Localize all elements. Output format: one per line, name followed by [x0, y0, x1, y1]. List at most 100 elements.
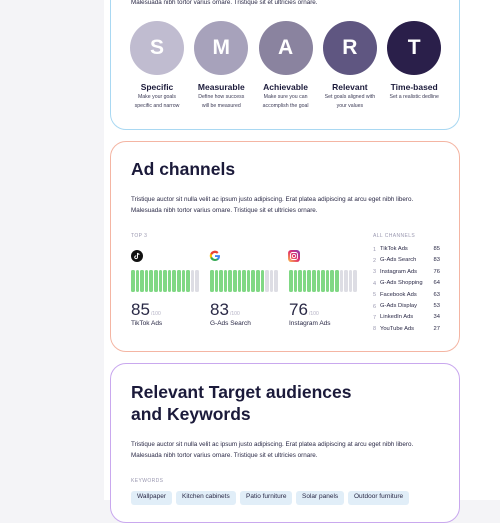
- bar-segment: [210, 270, 214, 292]
- tiktok-icon: [131, 250, 143, 262]
- smart-desc: Make sure you can: [263, 94, 308, 100]
- channel-name: G-Ads Display: [380, 303, 418, 309]
- bar-segment: [219, 270, 223, 292]
- channel-name: YouTube Ads: [380, 325, 415, 332]
- smart-circle: R: [322, 21, 377, 75]
- bar-segment: [293, 270, 298, 292]
- smart-desc: will be measured: [201, 102, 241, 109]
- score-bar: [289, 270, 357, 292]
- smart-circle: M: [194, 21, 249, 75]
- bar-segment: [140, 270, 144, 292]
- bar-segment: [149, 270, 153, 292]
- smart-desc: Set goals aligned with: [324, 94, 376, 100]
- channel-name: Instagram Ads: [380, 268, 418, 275]
- channel-name: TikTok Ads: [380, 246, 408, 252]
- bar-segment: [265, 270, 269, 292]
- section-label: ALL CHANNELS: [373, 233, 416, 239]
- section-label: TOP 3: [131, 233, 148, 239]
- smart-desc: your values: [336, 102, 364, 109]
- smart-title: Specific: [140, 82, 174, 92]
- channel-rank: 3: [373, 269, 377, 276]
- smart-desc: Make your goals: [137, 94, 177, 100]
- bar-segment: [339, 270, 344, 292]
- bar-segment: [344, 270, 348, 292]
- smart-circle: T: [387, 21, 442, 75]
- ad-channels-card: [110, 141, 460, 352]
- bar-segment: [242, 270, 246, 292]
- bar-segment: [232, 270, 237, 292]
- channel-name: G-Ads Shopping: [380, 280, 423, 287]
- bar-segment: [228, 270, 232, 292]
- channel-name: LinkedIn Ads: [380, 314, 414, 321]
- channel-rank: 6: [373, 303, 377, 310]
- channel-name: Instagram Ads: [289, 320, 331, 327]
- channel-rank: 2: [373, 257, 377, 264]
- channel-name: G-Ads Search: [210, 320, 251, 327]
- sidebar: [0, 0, 104, 500]
- channel-score: 53: [433, 303, 440, 309]
- channel-score: 76: [433, 268, 440, 275]
- paragraph-line: Tristique auctor sit nulla velit ac ipsu…: [131, 196, 414, 203]
- score-value: 83: [210, 300, 229, 319]
- channel-score: 64: [433, 280, 440, 287]
- smart-circle: S: [130, 21, 184, 75]
- channel-rank: 7: [373, 314, 377, 321]
- instagram-icon: [288, 250, 300, 262]
- bar-segment: [172, 270, 176, 292]
- bar-segment: [153, 270, 158, 292]
- bar-segment: [330, 270, 334, 292]
- keyword-tag: Solar panels: [296, 491, 345, 505]
- bar-segment: [158, 270, 163, 292]
- bar-segment: [144, 270, 149, 292]
- score-max: /100: [309, 311, 319, 317]
- score-max: /100: [230, 311, 240, 317]
- bar-segment: [289, 270, 293, 292]
- bar-segment: [255, 270, 260, 292]
- paragraph-line: Tristique auctor sit nulla velit ac ipsu…: [131, 441, 414, 448]
- section-title: Ad channels: [131, 159, 236, 179]
- channel-name: Facebook Ads: [380, 291, 417, 298]
- channel-name: TikTok Ads: [131, 320, 163, 327]
- channel-rank: 4: [373, 280, 377, 287]
- score-value: 76: [289, 300, 308, 319]
- channel-rank: 1: [373, 246, 377, 253]
- channel-rank: 8: [373, 326, 377, 333]
- bar-segment: [302, 270, 307, 292]
- bar-segment: [237, 270, 242, 292]
- score-max: /100: [151, 311, 161, 317]
- bar-segment: [190, 270, 195, 292]
- paragraph-line: Malesuada nibh tortor varius ornare. Tri…: [131, 0, 318, 6]
- bar-segment: [186, 270, 190, 292]
- channel-score: 85: [433, 246, 440, 252]
- smart-title: Time-based: [390, 82, 438, 92]
- bar-segment: [167, 270, 172, 292]
- bar-segment: [298, 270, 302, 292]
- score-value: 85: [131, 300, 150, 319]
- section-label: KEYWORDS: [131, 478, 164, 484]
- google-icon: [209, 250, 220, 262]
- section-title: Relevant Target audiences: [131, 382, 352, 402]
- bar-segment: [131, 270, 135, 292]
- keyword-tag: Outdoor furniture: [348, 491, 410, 505]
- bar-segment: [316, 270, 321, 292]
- bar-segment: [325, 270, 330, 292]
- bar-segment: [246, 270, 251, 292]
- bar-segment: [321, 270, 325, 292]
- score-bar: [210, 270, 278, 292]
- bar-segment: [269, 270, 274, 292]
- smart-desc: Set a realistic dedline: [389, 94, 439, 100]
- bar-segment: [195, 270, 199, 292]
- bar-segment: [163, 270, 167, 292]
- channel-score: 83: [433, 257, 440, 264]
- channel-score: 27: [433, 325, 440, 332]
- bar-segment: [176, 270, 181, 292]
- smart-title: Relevant: [332, 82, 368, 92]
- smart-desc: Define how success: [198, 94, 245, 100]
- keyword-tag: Patio furniture: [240, 491, 293, 505]
- bar-segment: [334, 270, 339, 292]
- smart-desc: specific and narrow: [134, 102, 180, 109]
- keyword-tag: Kitchen cabinets: [176, 491, 236, 505]
- bar-segment: [181, 270, 186, 292]
- bar-segment: [251, 270, 255, 292]
- bar-segment: [260, 270, 265, 292]
